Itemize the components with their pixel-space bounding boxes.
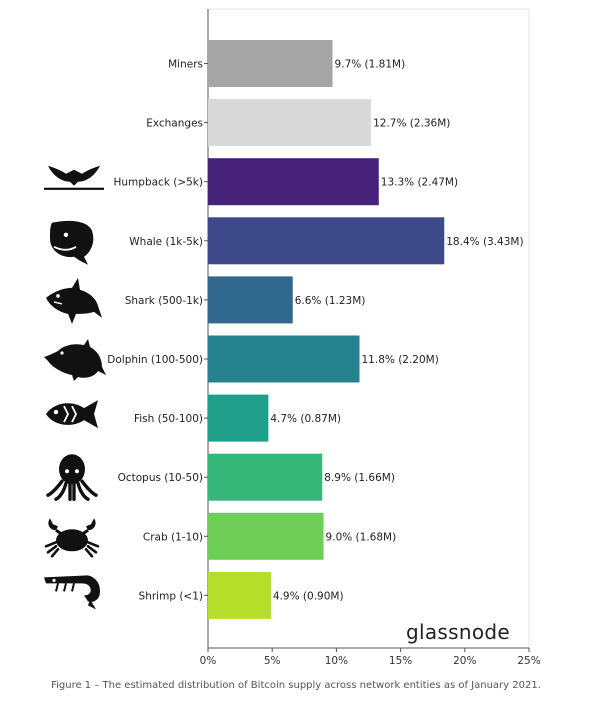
icons-layer (44, 165, 106, 610)
labels-layer: Miners 9.7% (1.81M) Exchanges 12.7% (2.36M)… (107, 59, 523, 603)
category-label: Octopus (10-50) (118, 472, 203, 484)
bar (208, 571, 271, 619)
bar (208, 217, 445, 265)
category-label: Miners (168, 59, 203, 71)
bars-layer (208, 40, 445, 619)
bar (208, 158, 379, 206)
data-label: 18.4% (3.43M) (446, 236, 523, 248)
category-label: Exchanges (146, 118, 203, 130)
figure-caption: Figure 1 – The estimated distribution of… (51, 680, 541, 691)
bar (208, 335, 360, 383)
bar (208, 276, 293, 324)
category-label: Shrimp (<1) (139, 590, 203, 602)
category-label: Shark (500-1k) (125, 295, 203, 307)
data-label: 9.7% (1.81M) (335, 59, 406, 71)
fish-icon (46, 400, 98, 429)
data-label: 12.7% (2.36M) (373, 118, 450, 130)
category-label: Dolphin (100-500) (107, 354, 203, 366)
category-label: Fish (50-100) (134, 413, 203, 425)
x-tick-label: 0% (200, 655, 217, 667)
whale-icon (50, 220, 94, 265)
octopus-icon (46, 454, 98, 501)
x-tick-label: 10% (325, 655, 348, 667)
bar (208, 512, 324, 560)
crab-icon (44, 518, 100, 558)
category-label: Crab (1-10) (143, 531, 203, 543)
data-label: 13.3% (2.47M) (381, 177, 458, 189)
bar (208, 453, 323, 501)
data-label: 6.6% (1.23M) (295, 295, 366, 307)
x-axis: 0% 5% 10% 15% 20% 25% (200, 647, 541, 667)
shark-icon (46, 277, 102, 324)
data-label: 8.9% (1.66M) (324, 472, 395, 484)
data-label: 9.0% (1.68M) (326, 531, 397, 543)
category-label: Whale (1k-5k) (129, 236, 203, 248)
data-label: 4.7% (0.87M) (270, 413, 341, 425)
bar (208, 40, 333, 87)
x-tick-label: 5% (264, 655, 281, 667)
brand-logo: glassnode (406, 620, 510, 644)
whale-tail-icon (44, 165, 104, 190)
category-label: Humpback (>5k) (114, 177, 204, 189)
x-tick-label: 20% (453, 655, 476, 667)
dolphin-icon (44, 339, 106, 381)
x-tick-label: 25% (517, 655, 540, 667)
data-label: 4.9% (0.90M) (273, 590, 344, 602)
shrimp-icon (44, 575, 100, 610)
x-tick-label: 15% (389, 655, 412, 667)
bar (208, 394, 269, 442)
data-label: 11.8% (2.20M) (362, 354, 439, 366)
bar (208, 99, 372, 147)
